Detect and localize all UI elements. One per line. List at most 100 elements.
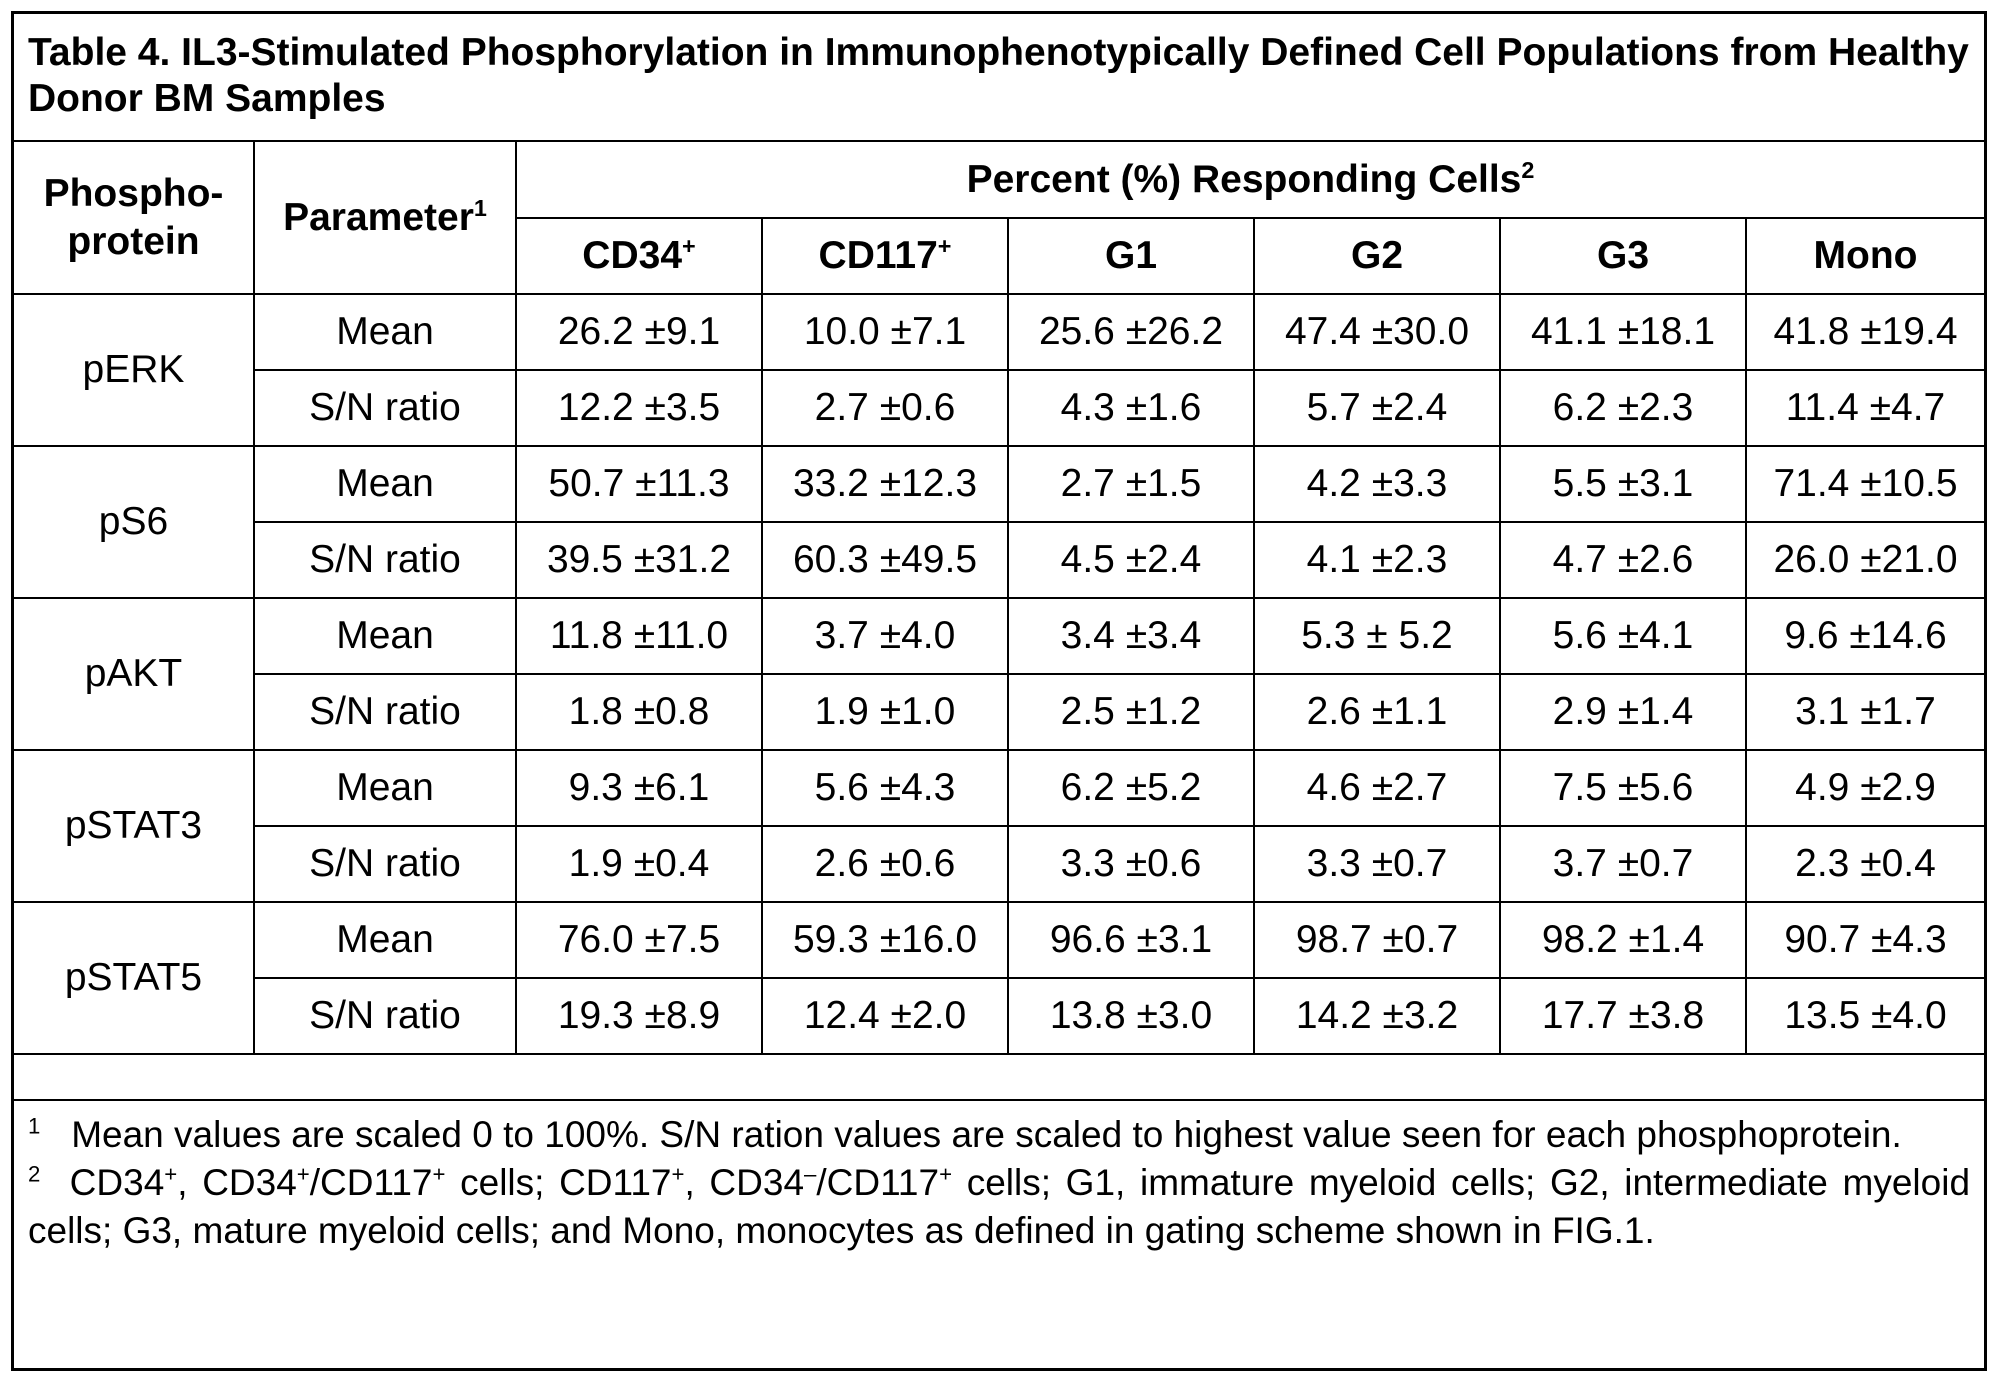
table-row: pAKTMean11.8 ±11.03.7 ±4.03.4 ±3.45.3 ± … — [14, 598, 1984, 674]
value-cell: 2.7 ±0.6 — [762, 370, 1008, 446]
parameter-cell: S/N ratio — [254, 826, 516, 902]
header-parameter: Parameter1 — [254, 142, 516, 294]
value-cell: 3.3 ±0.6 — [1008, 826, 1254, 902]
parameter-cell: Mean — [254, 446, 516, 522]
table-row: S/N ratio19.3 ±8.912.4 ±2.013.8 ±3.014.2… — [14, 978, 1984, 1054]
value-cell: 12.4 ±2.0 — [762, 978, 1008, 1054]
value-cell: 50.7 ±11.3 — [516, 446, 762, 522]
parameter-cell: Mean — [254, 598, 516, 674]
footnote-2-sup: + — [297, 1162, 310, 1187]
value-cell: 39.5 ±31.2 — [516, 522, 762, 598]
table-container: Table 4. IL3-Stimulated Phosphorylation … — [11, 11, 1987, 1371]
value-cell: 9.6 ±14.6 — [1746, 598, 1984, 674]
value-cell: 13.5 ±4.0 — [1746, 978, 1984, 1054]
column-header: CD34+ — [516, 218, 762, 294]
value-cell: 98.7 ±0.7 — [1254, 902, 1500, 978]
parameter-cell: Mean — [254, 294, 516, 370]
phosphoprotein-cell: pAKT — [14, 598, 254, 750]
header-parameter-label: Parameter — [283, 196, 474, 239]
table-row: pSTAT3Mean9.3 ±6.15.6 ±4.36.2 ±5.24.6 ±2… — [14, 750, 1984, 826]
footnote-2-text: CD34 — [70, 1162, 165, 1203]
value-cell: 41.1 ±18.1 — [1500, 294, 1746, 370]
phosphoprotein-cell: pSTAT5 — [14, 902, 254, 1054]
footnote-2: 2 CD34+, CD34+/CD117+ cells; CD117+, CD3… — [28, 1159, 1970, 1255]
value-cell: 71.4 ±10.5 — [1746, 446, 1984, 522]
column-header-sup: + — [938, 233, 952, 259]
value-cell: 1.9 ±1.0 — [762, 674, 1008, 750]
column-header-label: G3 — [1597, 234, 1649, 277]
value-cell: 6.2 ±2.3 — [1500, 370, 1746, 446]
footnotes: 1 Mean values are scaled 0 to 100%. S/N … — [14, 1099, 1984, 1255]
value-cell: 33.2 ±12.3 — [762, 446, 1008, 522]
value-cell: 17.7 ±3.8 — [1500, 978, 1746, 1054]
column-header: CD117+ — [762, 218, 1008, 294]
footnote-2-sup: + — [164, 1162, 177, 1187]
value-cell: 3.3 ±0.7 — [1254, 826, 1500, 902]
table-title: Table 4. IL3-Stimulated Phosphorylation … — [14, 14, 1984, 142]
value-cell: 19.3 ±8.9 — [516, 978, 762, 1054]
value-cell: 59.3 ±16.0 — [762, 902, 1008, 978]
value-cell: 47.4 ±30.0 — [1254, 294, 1500, 370]
column-header-label: CD34 — [582, 234, 682, 277]
footnote-2-text: , CD34 — [177, 1162, 297, 1203]
column-header: G2 — [1254, 218, 1500, 294]
value-cell: 4.9 ±2.9 — [1746, 750, 1984, 826]
parameter-cell: S/N ratio — [254, 370, 516, 446]
value-cell: 96.6 ±3.1 — [1008, 902, 1254, 978]
value-cell: 4.6 ±2.7 — [1254, 750, 1500, 826]
footnote-1-mark: 1 — [28, 1114, 40, 1139]
value-cell: 5.6 ±4.1 — [1500, 598, 1746, 674]
value-cell: 5.7 ±2.4 — [1254, 370, 1500, 446]
column-header-sup: + — [682, 233, 696, 259]
footnote-2-text: /CD117 — [310, 1162, 433, 1203]
value-cell: 1.8 ±0.8 — [516, 674, 762, 750]
column-header: Mono — [1746, 218, 1984, 294]
phosphoprotein-cell: pS6 — [14, 446, 254, 598]
table-row: S/N ratio12.2 ±3.52.7 ±0.64.3 ±1.65.7 ±2… — [14, 370, 1984, 446]
value-cell: 9.3 ±6.1 — [516, 750, 762, 826]
value-cell: 12.2 ±3.5 — [516, 370, 762, 446]
footnote-2-sup: + — [672, 1162, 685, 1187]
value-cell: 3.7 ±0.7 — [1500, 826, 1746, 902]
value-cell: 98.2 ±1.4 — [1500, 902, 1746, 978]
value-cell: 60.3 ±49.5 — [762, 522, 1008, 598]
value-cell: 4.2 ±3.3 — [1254, 446, 1500, 522]
table-row: pERKMean26.2 ±9.110.0 ±7.125.6 ±26.247.4… — [14, 294, 1984, 370]
table-row: S/N ratio39.5 ±31.260.3 ±49.54.5 ±2.44.1… — [14, 522, 1984, 598]
value-cell: 2.9 ±1.4 — [1500, 674, 1746, 750]
value-cell: 26.2 ±9.1 — [516, 294, 762, 370]
value-cell: 4.7 ±2.6 — [1500, 522, 1746, 598]
footnote-2-text: cells; CD117 — [445, 1162, 671, 1203]
footnote-2-sup: + — [939, 1162, 952, 1187]
value-cell: 4.3 ±1.6 — [1008, 370, 1254, 446]
footnote-2-text: , CD34 — [684, 1162, 804, 1203]
phosphoprotein-cell: pSTAT3 — [14, 750, 254, 902]
footnote-2-text: /CD117 — [816, 1162, 939, 1203]
parameter-cell: S/N ratio — [254, 522, 516, 598]
value-cell: 25.6 ±26.2 — [1008, 294, 1254, 370]
value-cell: 76.0 ±7.5 — [516, 902, 762, 978]
parameter-cell: Mean — [254, 750, 516, 826]
value-cell: 26.0 ±21.0 — [1746, 522, 1984, 598]
value-cell: 13.8 ±3.0 — [1008, 978, 1254, 1054]
phosphoprotein-cell: pERK — [14, 294, 254, 446]
header-group-footnote-mark: 2 — [1521, 157, 1534, 183]
footnote-1: 1 Mean values are scaled 0 to 100%. S/N … — [28, 1111, 1970, 1159]
value-cell: 11.4 ±4.7 — [1746, 370, 1984, 446]
value-cell: 3.1 ±1.7 — [1746, 674, 1984, 750]
value-cell: 10.0 ±7.1 — [762, 294, 1008, 370]
column-header-label: CD117 — [819, 234, 938, 277]
table-row: pS6Mean50.7 ±11.333.2 ±12.32.7 ±1.54.2 ±… — [14, 446, 1984, 522]
footnote-2-sup: + — [432, 1162, 445, 1187]
footnote-1-text: Mean values are scaled 0 to 100%. S/N ra… — [71, 1114, 1902, 1155]
header-row-1: Phospho-protein Parameter1 Percent (%) R… — [14, 142, 1984, 218]
value-cell: 7.5 ±5.6 — [1500, 750, 1746, 826]
column-header-label: G1 — [1105, 234, 1157, 277]
header-phosphoprotein: Phospho-protein — [14, 142, 254, 294]
table-row: pSTAT5Mean76.0 ±7.559.3 ±16.096.6 ±3.198… — [14, 902, 1984, 978]
column-header-label: G2 — [1351, 234, 1403, 277]
header-group-label: Percent (%) Responding Cells — [967, 158, 1522, 201]
header-group: Percent (%) Responding Cells2 — [516, 142, 1984, 218]
data-table: Phospho-protein Parameter1 Percent (%) R… — [14, 142, 1984, 1055]
value-cell: 11.8 ±11.0 — [516, 598, 762, 674]
